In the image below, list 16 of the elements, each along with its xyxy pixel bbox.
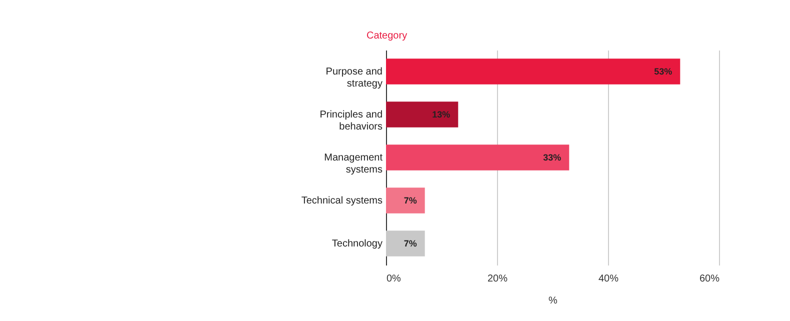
data-label: 13% — [432, 110, 450, 120]
y-tick-label: Technical systems — [301, 196, 382, 206]
x-tick-label: 40% — [598, 274, 619, 284]
x-tick-label: 60% — [699, 274, 720, 284]
y-tick-label: Purpose and strategy — [326, 66, 382, 90]
data-label: 7% — [404, 238, 417, 248]
y-tick-label: Principles and behaviors — [320, 110, 382, 132]
x-tick-label: 20% — [487, 274, 508, 284]
y-tick-label: Management systems — [324, 152, 383, 176]
x-axis-title: % — [548, 296, 558, 306]
y-tick-label: Technology — [332, 238, 382, 250]
x-tick-label: 0% — [386, 274, 402, 284]
y-axis-title: Category — [366, 30, 408, 42]
data-label: 53% — [654, 66, 672, 76]
data-label: 33% — [543, 152, 562, 162]
data-label: 7% — [404, 196, 417, 206]
